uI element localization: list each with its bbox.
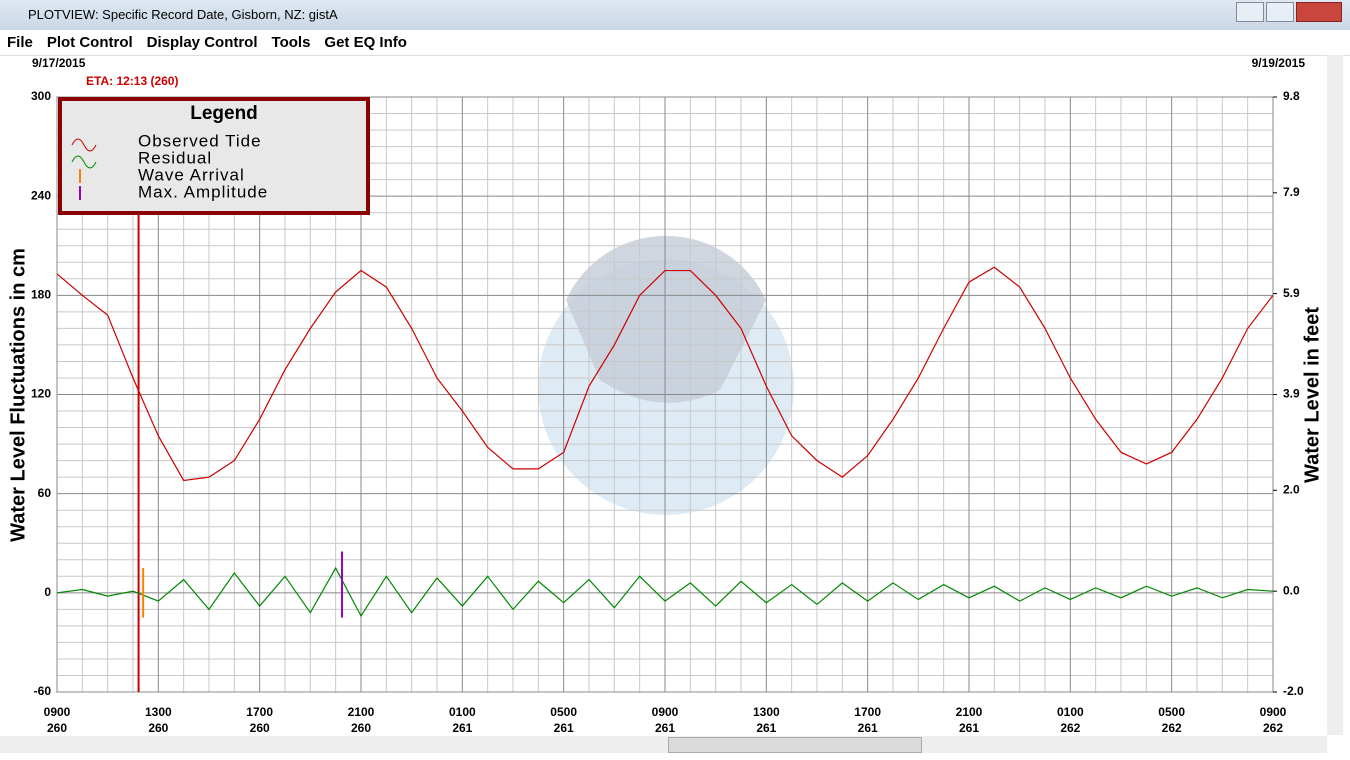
legend-label: Wave Arrival — [138, 165, 245, 184]
y2-tick-label: 9.8 — [1283, 89, 1300, 103]
x-tick-label: 0100 261 — [448, 705, 476, 735]
horizontal-scrollbar[interactable] — [0, 736, 1327, 753]
y-tick-label: 240 — [31, 188, 51, 202]
legend-label: Observed Tide — [138, 131, 262, 150]
start-date: 9/17/2015 — [32, 56, 86, 70]
y2-tick-label: 5.9 — [1283, 286, 1300, 300]
legend-swatch — [71, 138, 97, 152]
watermark — [566, 235, 766, 403]
series-line — [56, 566, 1274, 618]
close-button[interactable] — [1296, 2, 1342, 22]
x-tick-label: 0900 261 — [651, 705, 679, 735]
y-tick-label: -60 — [34, 684, 52, 698]
menu-item[interactable]: Tools — [271, 34, 311, 51]
x-tick-label: 0100 262 — [1056, 705, 1084, 735]
y2-tick-label: 2.0 — [1283, 482, 1300, 496]
legend-label: Max. Amplitude — [138, 182, 268, 201]
menu-item[interactable]: Plot Control — [46, 34, 133, 51]
x-tick-label: 1700 260 — [246, 705, 273, 735]
title-bar: PLOTVIEW: Specific Record Date, Gisborn,… — [0, 0, 1350, 30]
x-tick-label: 1300 261 — [752, 705, 780, 735]
legend-box — [58, 97, 370, 215]
y-tick-label: 0 — [44, 585, 51, 599]
y-tick-label: 120 — [31, 387, 51, 401]
watermark — [538, 259, 794, 515]
x-tick-label: 0500 261 — [550, 705, 577, 735]
y-tick-label: 60 — [38, 486, 52, 500]
x-tick-label: 0900 262 — [1259, 705, 1287, 735]
legend-title: Legend — [190, 103, 258, 124]
eta-label: ETA: 12:13 (260) — [86, 74, 178, 88]
minimize-button[interactable] — [1236, 2, 1264, 22]
x-tick-label: 1700 261 — [854, 705, 881, 735]
x-tick-label: 1300 260 — [144, 705, 172, 735]
menu-item[interactable]: Get EQ Info — [324, 34, 407, 51]
vertical-scrollbar[interactable] — [1327, 55, 1343, 735]
plot-area — [56, 96, 1274, 693]
x-tick-label: 0900 260 — [43, 705, 71, 735]
x-tick-label: 2100 260 — [347, 705, 375, 735]
y-tick-label: 180 — [31, 288, 51, 302]
y-axis-title: Water Level Fluctuations in cm — [7, 248, 29, 542]
y2-tick-label: -2.0 — [1283, 684, 1304, 698]
maximize-button[interactable] — [1266, 2, 1294, 22]
window-title: PLOTVIEW: Specific Record Date, Gisborn,… — [28, 7, 338, 22]
x-tick-label: 2100 261 — [955, 705, 983, 735]
x-tick-label: 0500 262 — [1158, 705, 1185, 735]
window-controls — [1236, 2, 1342, 22]
series-line — [56, 266, 1274, 482]
end-date: 9/19/2015 — [1252, 56, 1306, 70]
y2-tick-label: 3.9 — [1283, 387, 1300, 401]
menu-bar: File Plot Control Display Control Tools Get … — [0, 30, 1350, 56]
y2-tick-label: 0.0 — [1283, 583, 1300, 597]
y2-tick-label: 7.9 — [1283, 185, 1300, 199]
legend-label: Residual — [138, 148, 212, 167]
y2-axis-title: Water Level in feet — [1301, 307, 1323, 483]
menu-item[interactable]: Display Control — [146, 34, 258, 51]
legend-swatch — [71, 155, 97, 169]
menu-item[interactable]: File — [7, 34, 33, 51]
y-tick-label: 300 — [31, 89, 51, 103]
